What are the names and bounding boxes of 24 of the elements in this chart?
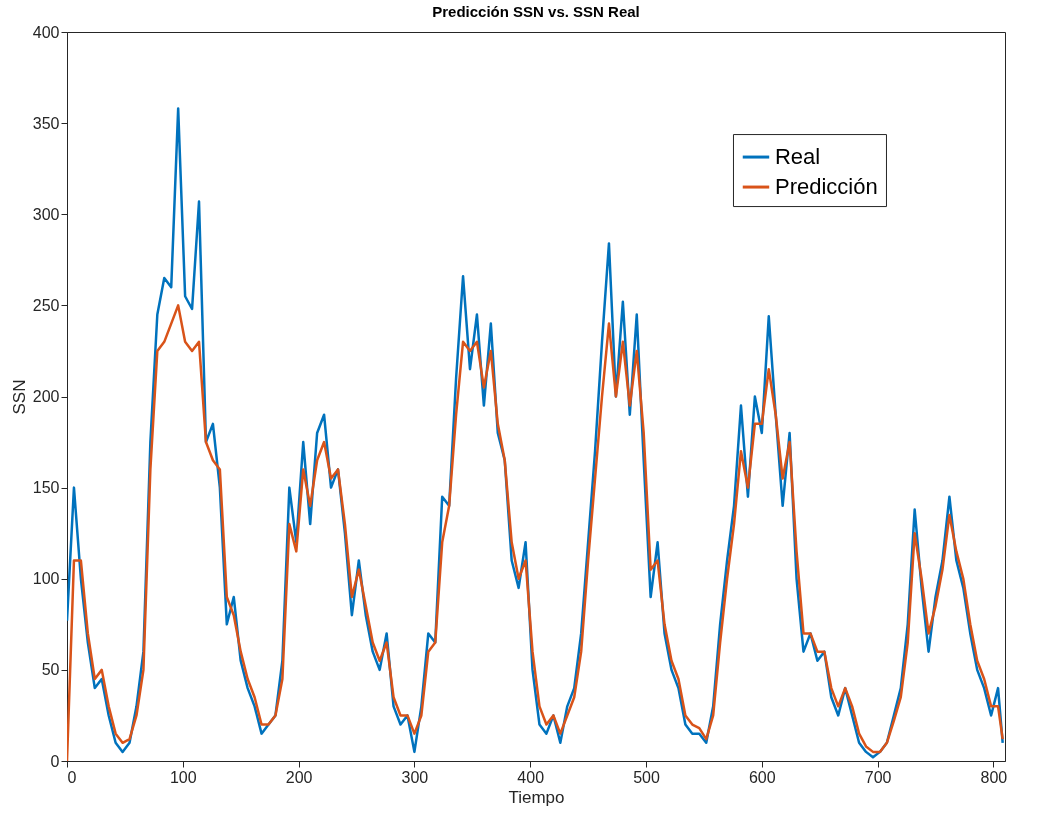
x-tick-label: 500 bbox=[633, 768, 660, 786]
y-tick-label: 200 bbox=[32, 388, 60, 405]
x-tick-label: 400 bbox=[517, 768, 545, 786]
x-tick-label: 0 bbox=[67, 768, 77, 786]
x-tick-label: 200 bbox=[285, 768, 313, 786]
x-tick-label: 100 bbox=[169, 768, 197, 786]
y-axis-title: SSN bbox=[9, 379, 29, 415]
chart-title: Predicción SSN vs. SSN Real bbox=[432, 3, 640, 20]
y-tick-label: 0 bbox=[50, 752, 60, 770]
y-tick-label: 300 bbox=[32, 205, 60, 223]
y-tick-label: 400 bbox=[32, 23, 60, 41]
legend-label: Real bbox=[774, 144, 821, 170]
y-tick-label: 350 bbox=[32, 114, 60, 132]
y-tick-label: 150 bbox=[32, 479, 60, 497]
x-tick-label: 300 bbox=[401, 768, 429, 786]
legend-label: Predicción bbox=[774, 174, 878, 200]
y-tick-label: 100 bbox=[32, 570, 60, 588]
x-tick-label: 700 bbox=[864, 768, 892, 786]
x-tick-label: 800 bbox=[980, 768, 1008, 786]
x-tick-label: 600 bbox=[748, 768, 776, 786]
x-axis-title: Tiempo bbox=[508, 787, 565, 807]
y-tick-label: 250 bbox=[32, 296, 60, 314]
line-series bbox=[67, 304, 1004, 761]
y-tick-label: 50 bbox=[41, 661, 60, 679]
